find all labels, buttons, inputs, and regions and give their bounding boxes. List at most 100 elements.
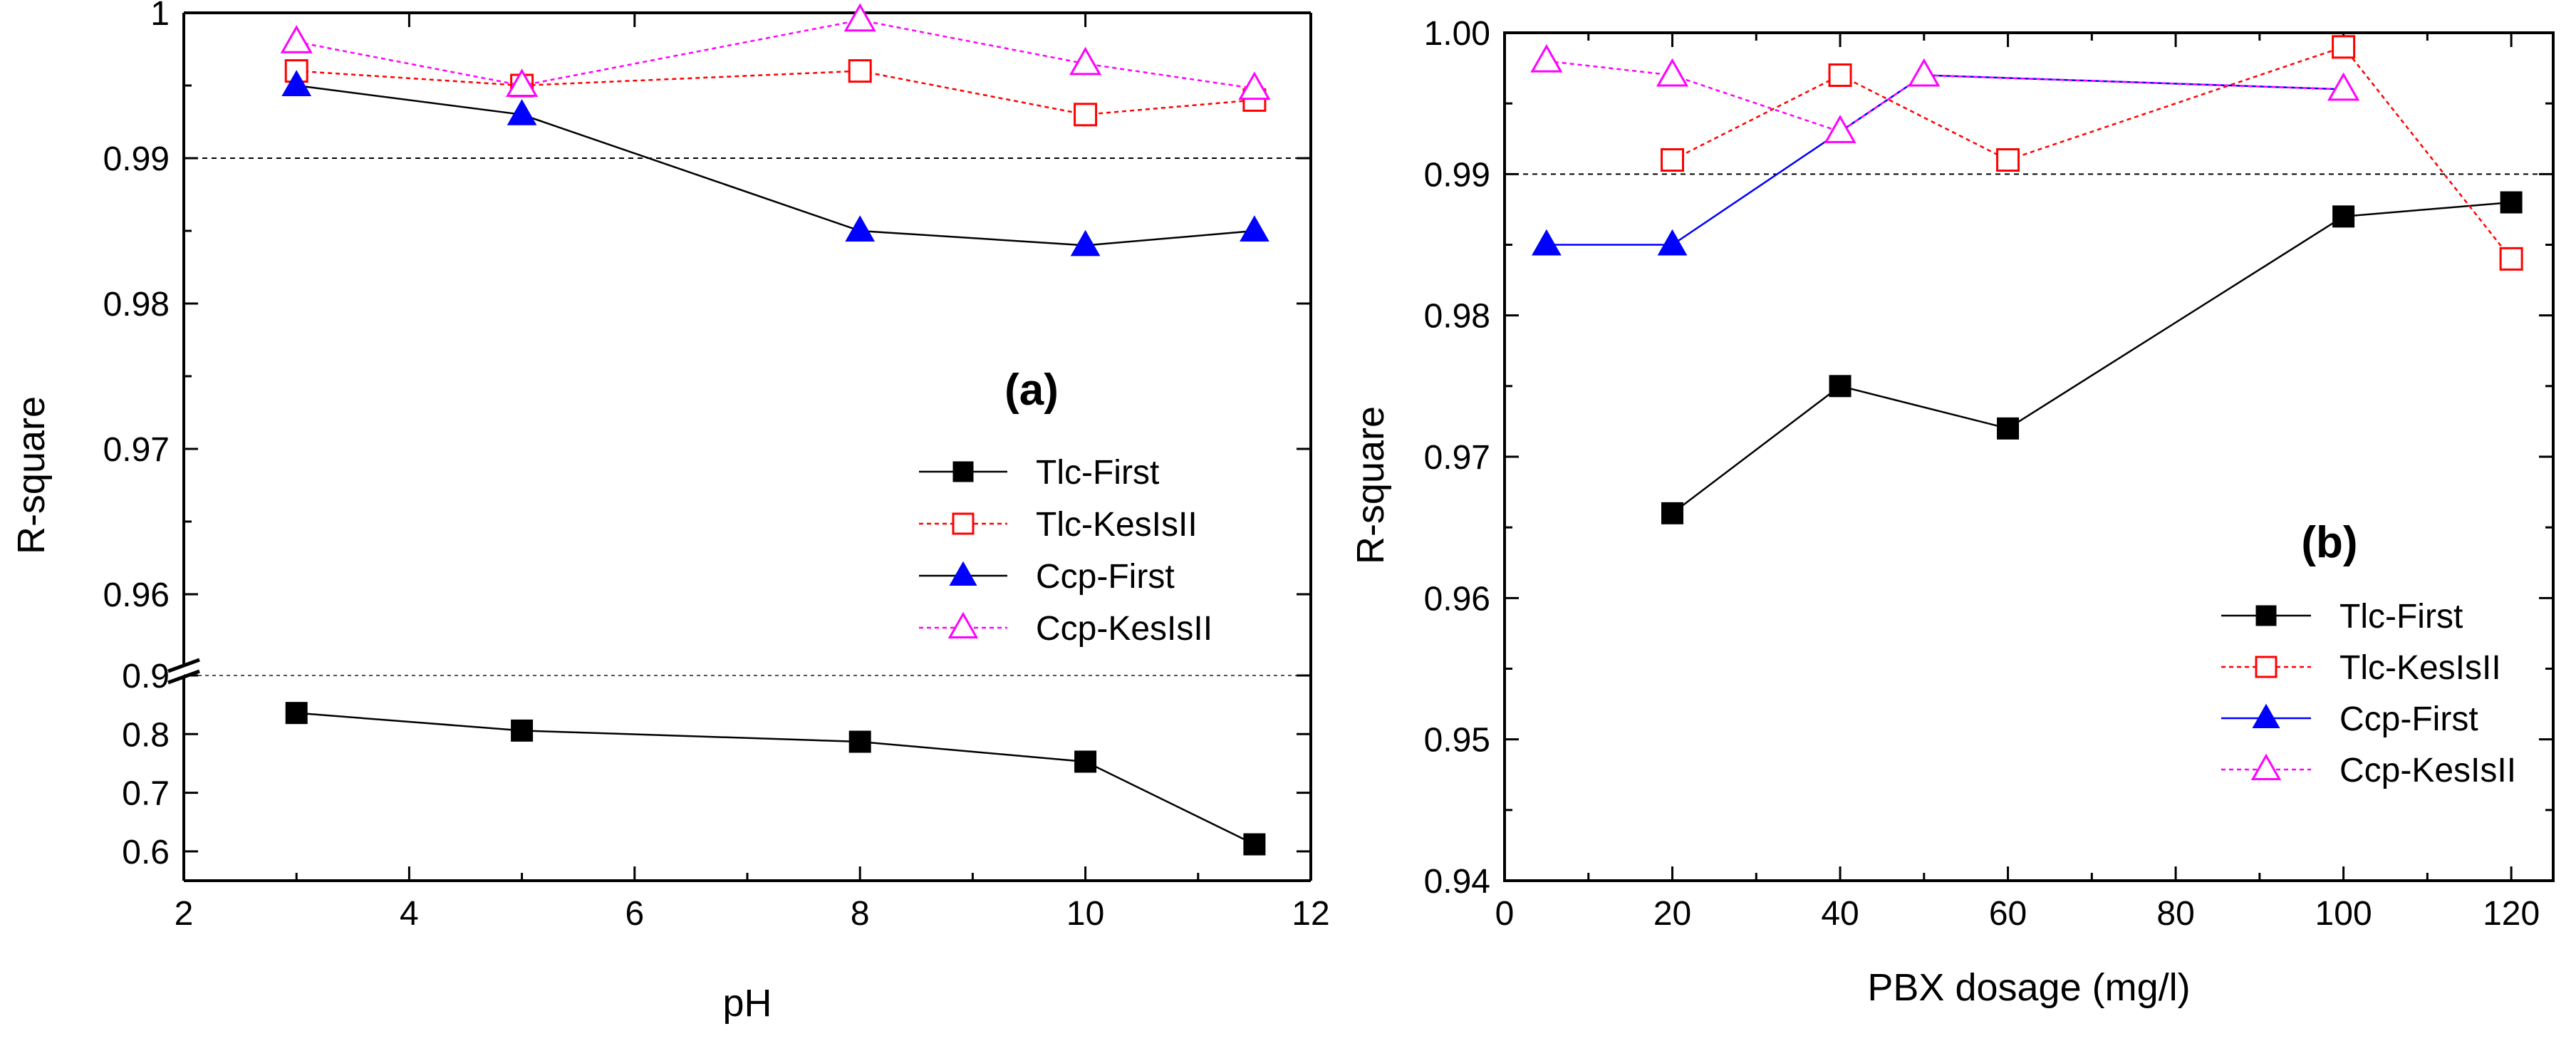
y-tick-label: 0.98 [1424,298,1490,336]
data-point [1069,46,1102,76]
series-tlc-kesisii [1661,35,2523,271]
y-axis-label: R-square [10,396,53,554]
legend-label: Ccp-KesIsII [1036,610,1212,648]
series-line [296,70,1255,116]
legend-label: Tlc-First [2339,598,2463,636]
data-point [1657,229,1688,256]
x-axis-label: pH [722,982,772,1025]
y-tick-label: 0.99 [1424,156,1490,194]
legend-label: Ccp-First [1036,558,1175,596]
data-point [1074,750,1097,773]
panel-label: (b) [2301,518,2357,567]
data-point [1661,502,1684,524]
legend-label: Tlc-KesIsII [1036,506,1198,544]
panel-label: (a) [1004,366,1059,415]
y-tick-label: 0.99 [103,140,170,178]
chart-panel-b: 0 20 40 60 80 100 120 0.94 0.95 0.96 0.97 0.98 0.99 1… [1349,15,2555,1009]
series-line [1546,60,2344,133]
x-tick-label: 6 [625,895,644,933]
y-tick-label: 1.00 [1424,15,1490,53]
data-point [1661,148,1685,172]
legend-label: Tlc-KesIsII [2339,649,2501,687]
series-ccp-first [1532,59,2359,256]
y-tick-label: 0.96 [103,576,170,614]
data-point [511,719,534,742]
y-tick-label: 0.7 [122,775,170,813]
data-point [2500,191,2523,214]
data-point [1074,103,1098,127]
legend-label: Tlc-First [1036,454,1159,492]
legend-marker [952,512,975,535]
y-tick-label: 0.6 [122,834,170,871]
legend-marker [2255,605,2277,626]
y-tick-label: 0.96 [1424,580,1490,618]
data-point [1656,58,1689,87]
legend-marker [2255,656,2278,678]
series-line [296,84,1255,247]
data-point [1824,115,1856,143]
x-tick-label: 4 [400,895,419,933]
data-point [1997,417,2020,440]
data-point [1996,148,2020,172]
legend-marker [2250,753,2282,781]
data-point [845,215,876,242]
y-tick-label: 1 [150,0,170,33]
data-point [506,68,539,97]
data-point [1530,43,1563,73]
data-point [1828,63,1852,87]
x-tick-label: 8 [851,895,870,933]
data-point [1240,215,1269,242]
y-axis-label: R-square [1349,406,1392,564]
x-tick-label: 60 [1989,895,2027,933]
series-line [1671,201,2512,514]
series-ccp-first [281,70,1269,257]
data-point [1532,229,1562,256]
x-tick-label: 0 [1495,895,1515,933]
series-ccp-kesisii [280,3,1271,100]
data-point [507,99,537,125]
x-axis-label: PBX dosage (mg/l) [1867,966,2190,1009]
x-tick-label: 40 [1821,895,1859,933]
x-tick-label: 12 [1292,895,1329,933]
x-tick-label: 80 [2156,895,2194,933]
legend-label: Ccp-KesIsII [2339,752,2516,789]
data-point [285,702,308,725]
x-tick-label: 2 [175,895,194,933]
y-tick-label: 0.95 [1424,722,1490,760]
series-tlc-first [285,702,1266,856]
data-point [1908,58,1941,87]
y-tick-label: 0.94 [1424,863,1490,901]
data-point [281,70,312,96]
series-line [296,19,1255,90]
y-tick-label: 0.97 [103,431,170,469]
y-tick-label: 0.8 [122,716,170,754]
axis-break-mark [167,658,200,673]
data-point [1070,229,1101,257]
series-tlc-kesisii [284,59,1267,127]
legend-marker [952,461,974,482]
data-point [1829,375,1852,398]
data-point [2332,35,2356,59]
data-point [1243,833,1266,856]
series-tlc-first [1661,191,2523,524]
chart-panel-a: 2 4 6 8 10 12 0.96 0.97 0.98 0.99 1 0.6 0.7 0.8 0.9 pH R… [10,0,1330,1025]
series-line [296,712,1255,846]
x-tick-label: 10 [1066,895,1104,933]
legend-marker [2252,703,2280,729]
x-tick-label: 20 [1653,895,1691,933]
data-point [2332,205,2355,228]
data-point [2327,72,2360,101]
series-line [1671,46,2513,260]
y-tick-label: 0.98 [103,286,170,323]
data-point [848,59,872,83]
y-tick-label: 0.97 [1424,439,1490,477]
data-point [843,3,876,32]
legend-label: Ccp-First [2339,700,2478,738]
legend-marker [949,561,977,586]
y-tick-label: 0.9 [122,658,170,695]
data-point [848,730,871,753]
x-tick-label: 120 [2483,895,2540,933]
data-point [1238,71,1271,100]
legend-marker [947,611,979,639]
